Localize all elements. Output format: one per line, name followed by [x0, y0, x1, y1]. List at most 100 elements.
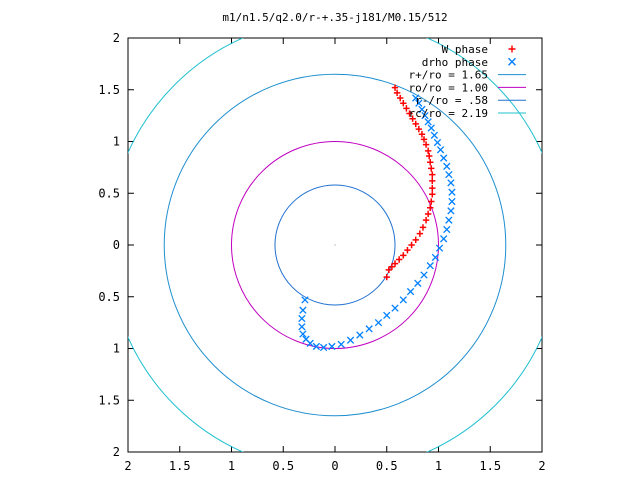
point-1: [447, 207, 455, 215]
x-tick-label: 2: [538, 459, 545, 473]
legend-label-0: W phase: [442, 43, 488, 56]
x-tick-label: 1: [228, 459, 235, 473]
point-0: [406, 110, 413, 117]
point-1: [447, 179, 455, 187]
point-0: [397, 94, 404, 102]
x-tick-label: 0.5: [272, 459, 294, 473]
point-1: [424, 118, 432, 126]
point-1: [337, 340, 345, 349]
x-tick-label: 1.5: [479, 459, 501, 473]
point-0: [427, 159, 434, 166]
legend-label-1: drho phase: [422, 56, 488, 69]
point-0: [429, 184, 436, 192]
point-0: [412, 120, 419, 128]
point-0: [409, 115, 416, 122]
point-1: [319, 343, 328, 352]
circle-series-3: [231, 141, 439, 349]
point-0: [385, 266, 393, 274]
point-1: [365, 325, 373, 333]
point-1: [374, 318, 383, 327]
point-1: [301, 296, 309, 304]
point-0: [428, 198, 435, 205]
point-1: [436, 146, 445, 154]
point-0: [428, 165, 435, 172]
point-1: [302, 335, 310, 343]
point-0: [388, 263, 396, 270]
legend-label-4: r-/ro = .58: [415, 94, 488, 107]
y-tick-label: 2: [113, 31, 120, 45]
point-0: [412, 236, 419, 244]
reference-circles: [128, 38, 542, 452]
point-1: [412, 94, 420, 102]
point-1: [443, 225, 451, 234]
point-0: [393, 89, 401, 97]
x-tick-labels: 2 1.5 1 0.5 0 0.5 1 1.5 2: [124, 459, 545, 473]
y-tick-label: 0.5: [98, 290, 120, 304]
point-1: [435, 244, 444, 252]
y-tick-label: 1.5: [98, 83, 120, 97]
y-tick-label: 1: [113, 135, 120, 149]
x-tick-label: 0.5: [376, 459, 398, 473]
point-1: [414, 279, 422, 287]
x-tick-label: 0: [331, 459, 338, 473]
point-1: [312, 342, 321, 351]
axis-ticks: [127, 37, 543, 453]
point-0: [404, 246, 411, 254]
point-1: [440, 235, 448, 243]
point-0: [391, 260, 399, 267]
point-1: [420, 271, 428, 279]
legend-marker-0: [508, 45, 516, 53]
point-0: [400, 252, 407, 259]
point-1: [430, 131, 439, 139]
point-0: [429, 177, 436, 185]
series-1-points: [298, 94, 456, 352]
circle-series-4: [274, 184, 396, 306]
y-tick-label: 0: [113, 238, 120, 252]
point-1: [328, 342, 336, 351]
point-1: [418, 105, 426, 114]
legend-marker-1: [508, 57, 516, 66]
point-1: [445, 170, 453, 179]
point-0: [427, 204, 434, 211]
point-0: [403, 105, 410, 112]
x-tick-label: 2: [124, 459, 131, 473]
point-1: [448, 188, 456, 196]
point-0: [422, 216, 430, 224]
point-0: [425, 152, 433, 160]
y-tick-label: 0.5: [98, 186, 120, 200]
point-0: [400, 100, 407, 107]
y-tick-label: 1.5: [98, 393, 120, 407]
circle-series-2: [163, 73, 507, 417]
series-0-points: [383, 84, 436, 281]
point-0: [395, 256, 403, 263]
point-1: [346, 336, 355, 344]
point-1: [426, 262, 434, 270]
point-1: [431, 253, 440, 262]
point-0: [424, 210, 432, 218]
y-tick-label: 2: [113, 445, 120, 459]
point-0: [408, 241, 415, 249]
point-1: [421, 111, 429, 120]
point-1: [391, 304, 399, 312]
legend-label-3: ro/ro = 1.00: [409, 81, 488, 94]
phase-points: [298, 84, 456, 352]
point-1: [356, 331, 364, 339]
point-1: [298, 323, 306, 331]
point-1: [448, 197, 456, 206]
y-tick-label: 1: [113, 342, 120, 356]
point-0: [391, 84, 399, 91]
point-1: [415, 99, 423, 107]
point-1: [445, 216, 453, 224]
point-0: [416, 230, 424, 237]
point-1: [433, 138, 442, 147]
point-0: [418, 131, 426, 138]
point-0: [422, 141, 430, 148]
y-tick-labels: 2 1.5 1 0.5 0 0.5 1 1.5 2: [98, 31, 120, 459]
point-1: [440, 154, 448, 162]
point-1: [299, 330, 307, 338]
legend-label-2: r+/ro = 1.65: [409, 69, 488, 82]
point-0: [415, 125, 423, 133]
point-0: [419, 224, 427, 231]
